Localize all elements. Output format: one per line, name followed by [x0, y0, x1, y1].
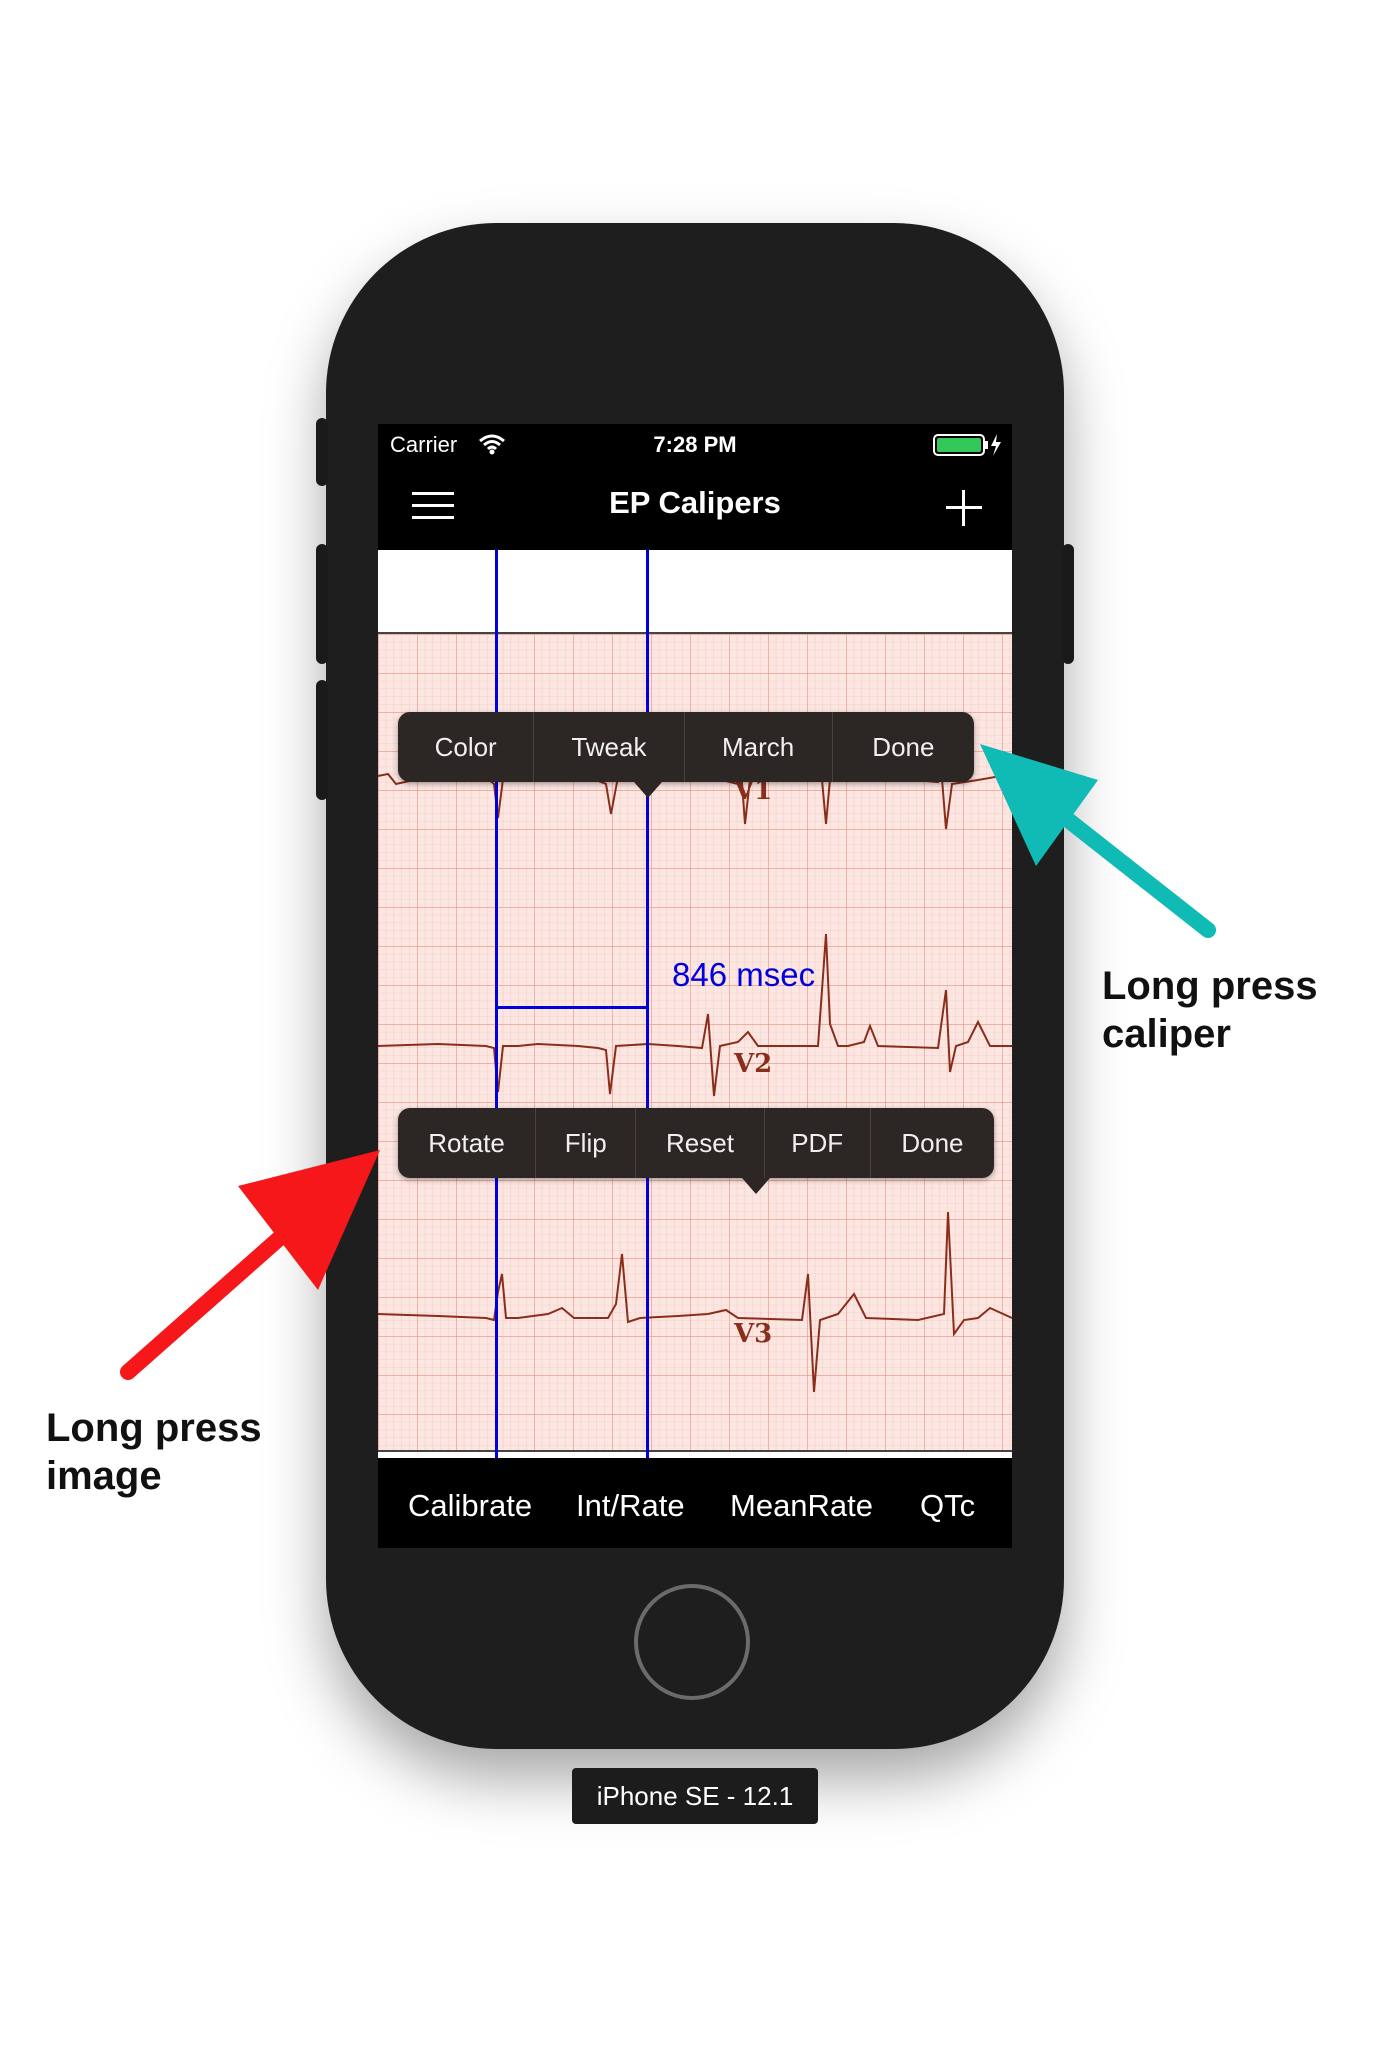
home-button[interactable] [634, 1584, 750, 1700]
carrier-label: Carrier [390, 432, 458, 457]
menu-rotate[interactable]: Rotate [398, 1108, 537, 1178]
menu-done-image[interactable]: Done [901, 1127, 964, 1158]
menu-color[interactable]: Color [398, 712, 535, 782]
status-time: 7:28 PM [653, 432, 737, 457]
menu-reset[interactable]: Reset [636, 1108, 765, 1178]
annotation-long-press-caliper: Long press caliper [1102, 964, 1318, 1056]
battery-charging-icon [933, 434, 1001, 456]
calibrate-button[interactable]: Calibrate [408, 1488, 533, 1523]
caliper-measurement-label: 846 msec [672, 956, 816, 993]
volume-up-button [316, 544, 328, 664]
lead-label-v3: V3 [733, 1319, 772, 1349]
volume-down-button [316, 680, 328, 800]
image-context-menu: Rotate Flip Reset PDF Done [398, 1108, 994, 1178]
mean-rate-button[interactable]: MeanRate [730, 1488, 874, 1523]
app-screen: Carrier 7:28 PM EP Calipers [378, 424, 1012, 1548]
nav-title: EP Calipers [609, 485, 781, 520]
caliper-left-bar[interactable] [495, 550, 498, 1458]
qtc-button[interactable]: QTc [920, 1488, 976, 1523]
caliper-context-menu: Color Tweak March Done [398, 712, 974, 782]
plus-icon[interactable] [944, 488, 984, 528]
lead-label-v2: V2 [733, 1049, 772, 1079]
annotation-long-press-image: Long press image [46, 1406, 262, 1498]
image-menu-pointer [742, 1178, 770, 1194]
mute-switch [316, 418, 328, 486]
menu-tweak[interactable]: Tweak [534, 712, 685, 782]
caliper-right-bar[interactable] [646, 550, 649, 1458]
caliper-crossbar[interactable] [495, 1006, 649, 1009]
device-label: iPhone SE - 12.1 [572, 1768, 818, 1824]
int-rate-button[interactable]: Int/Rate [576, 1488, 685, 1523]
caliper-menu-pointer [634, 782, 662, 798]
wifi-icon [479, 434, 505, 455]
power-button [1062, 544, 1074, 664]
menu-done-caliper[interactable]: Done [872, 731, 935, 762]
menu-pdf[interactable]: PDF [765, 1108, 871, 1178]
menu-flip[interactable]: Flip [536, 1108, 637, 1178]
bottom-toolbar: Calibrate Int/Rate MeanRate QTc [378, 1464, 1012, 1548]
image-area[interactable]: V1 V2 V3 846 msec Color Tweak March Done… [378, 550, 1012, 1458]
hamburger-menu-icon[interactable] [412, 490, 456, 522]
menu-march[interactable]: March [685, 712, 833, 782]
